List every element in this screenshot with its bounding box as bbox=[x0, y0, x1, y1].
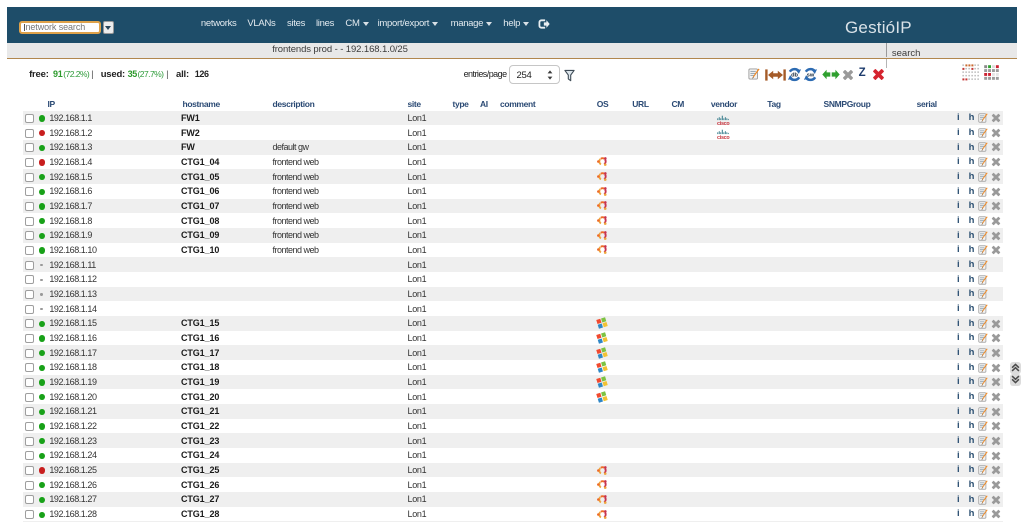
svg-text:cisco: cisco bbox=[718, 135, 731, 139]
svg-text:db: db bbox=[791, 73, 798, 79]
svg-text:cisco: cisco bbox=[718, 120, 731, 124]
svg-text:sw: sw bbox=[807, 73, 815, 79]
